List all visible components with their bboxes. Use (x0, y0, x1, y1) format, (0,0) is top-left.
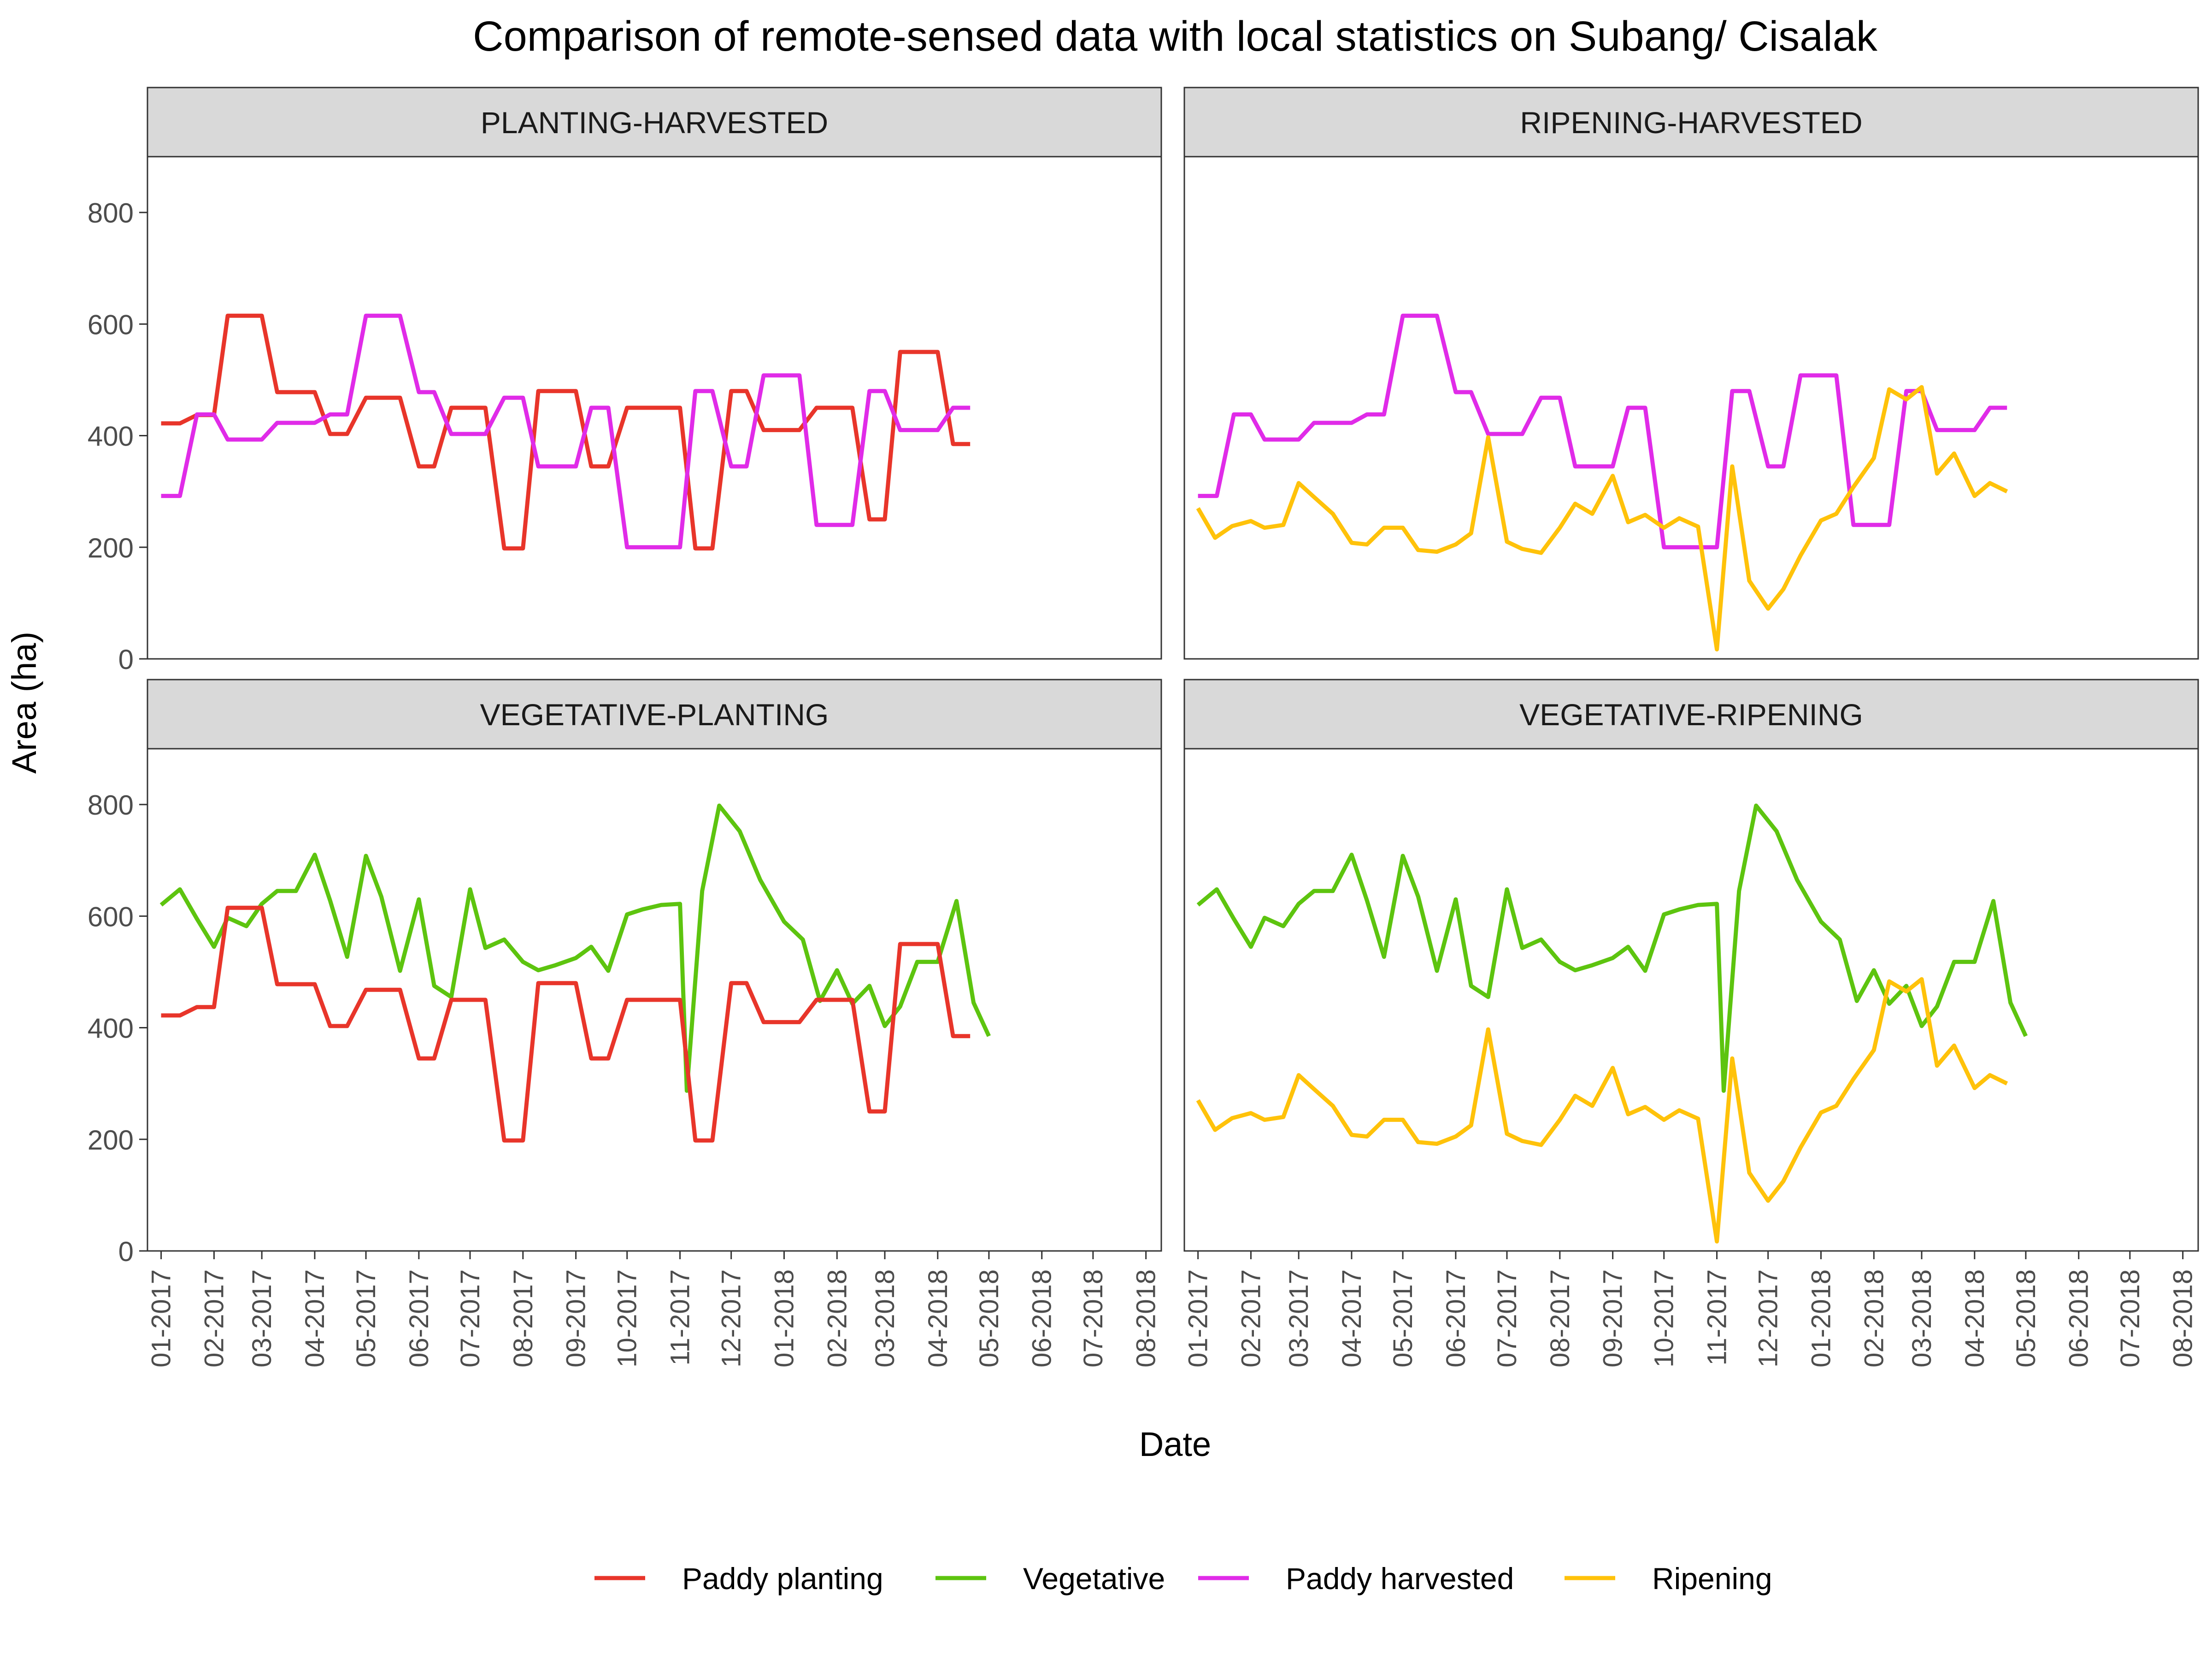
x-tick-label: 08-2018 (1131, 1269, 1161, 1368)
y-tick-label: 0 (118, 1236, 134, 1267)
x-tick-label: 01-2018 (1806, 1269, 1836, 1368)
x-tick-label: 03-2017 (1284, 1269, 1314, 1368)
x-tick-label: 06-2018 (2064, 1269, 2094, 1368)
y-tick-label: 400 (88, 421, 134, 452)
x-tick-label: 01-2017 (147, 1269, 176, 1368)
facet-strip-label-1: PLANTING-HARVESTED (481, 106, 828, 140)
x-tick-label: 10-2017 (1649, 1269, 1679, 1368)
x-tick-label: 09-2017 (561, 1269, 591, 1368)
x-tick-label: 03-2018 (1907, 1269, 1937, 1368)
x-tick-label: 12-2017 (1753, 1269, 1783, 1368)
y-tick-label: 200 (88, 533, 134, 563)
x-tick-label: 06-2018 (1027, 1269, 1057, 1368)
facet-strip-label-2: RIPENING-HARVESTED (1520, 106, 1862, 140)
y-tick-label: 800 (88, 790, 134, 821)
series-line-ripening-panel-2 (1196, 385, 2008, 651)
x-tick-label: 05-2018 (974, 1269, 1004, 1368)
facet-panel-2 (1183, 156, 2199, 660)
x-tick-label: 07-2018 (2115, 1269, 2145, 1368)
x-tick-label: 11-2017 (665, 1269, 695, 1366)
facet-strip-2 (1183, 87, 2199, 158)
y-axis-label: Area (ha) (5, 632, 43, 774)
y-tick-label: 600 (88, 309, 134, 340)
y-tick-label: 400 (88, 1013, 134, 1044)
x-tick-label: 04-2018 (923, 1269, 953, 1368)
x-axis-label: Date (1139, 1425, 1211, 1463)
legend: Paddy planting Vegetative Paddy harvested R… (594, 1561, 1772, 1596)
x-tick-label: 05-2018 (2011, 1269, 2041, 1368)
y-tick-label: 600 (88, 901, 134, 932)
x-tick-label: 01-2017 (1183, 1269, 1213, 1368)
chart-title: Comparison of remote-sensed data with lo… (473, 13, 1878, 60)
x-tick-label: 11-2017 (1702, 1269, 1732, 1366)
x-tick-label: 02-2017 (199, 1269, 229, 1368)
legend-label-paddy-harvested: Paddy harvested (1286, 1561, 1514, 1596)
x-tick-label: 08-2017 (508, 1269, 538, 1368)
legend-label-paddy-planting: Paddy planting (682, 1561, 883, 1596)
series-line-paddy-planting-panel-3 (161, 905, 971, 1143)
legend-label-ripening: Ripening (1652, 1561, 1772, 1596)
x-tick-label: 05-2017 (1388, 1269, 1418, 1368)
y-tick-label: 800 (88, 198, 134, 229)
x-tick-label: 05-2017 (351, 1269, 381, 1368)
facet-strip-label-3: VEGETATIVE-PLANTING (480, 698, 829, 732)
x-tick-label: 04-2017 (1337, 1269, 1367, 1368)
x-tick-label: 07-2017 (455, 1269, 485, 1368)
facet-strip-label-4: VEGETATIVE-RIPENING (1519, 698, 1863, 732)
y-tick-label: 200 (88, 1125, 134, 1156)
series-line-paddy-harvested-panel-2 (1198, 313, 2007, 550)
legend-label-vegetative: Vegetative (1023, 1561, 1165, 1596)
facet-strip-4 (1183, 679, 2199, 750)
facet-strip-1 (147, 87, 1162, 158)
panels-layer: PLANTING-HARVESTED 0 200 400 600 800 RIPENING-… (88, 87, 2199, 1368)
x-tick-label: 07-2017 (1492, 1269, 1522, 1368)
x-tick-label: 03-2017 (247, 1269, 277, 1368)
x-tick-label: 08-2017 (1545, 1269, 1575, 1368)
x-tick-label: 02-2018 (1859, 1269, 1889, 1368)
x-tick-label: 07-2018 (1078, 1269, 1108, 1368)
series-line-vegetative-panel-4 (1196, 804, 2028, 1093)
x-tick-label: 03-2018 (870, 1269, 900, 1368)
series-line-paddy-planting-panel-1 (161, 313, 971, 551)
x-tick-label: 06-2017 (1441, 1269, 1471, 1368)
x-tick-label: 06-2017 (404, 1269, 434, 1368)
series-line-paddy-harvested-panel-1 (161, 313, 971, 550)
series-line-ripening-panel-4 (1196, 977, 2008, 1244)
x-tick-label: 08-2018 (2168, 1269, 2198, 1368)
facet-panel-4 (1183, 748, 2199, 1252)
x-tick-label: 02-2018 (822, 1269, 852, 1368)
x-tick-label: 01-2018 (769, 1269, 799, 1368)
x-tick-label: 09-2017 (1598, 1269, 1628, 1368)
x-tick-label: 04-2018 (1960, 1269, 1990, 1368)
x-tick-label: 04-2017 (300, 1269, 330, 1368)
x-tick-label: 02-2017 (1236, 1269, 1266, 1368)
x-tick-label: 10-2017 (612, 1269, 642, 1368)
y-tick-label: 0 (118, 644, 134, 675)
x-tick-label: 12-2017 (717, 1269, 747, 1368)
